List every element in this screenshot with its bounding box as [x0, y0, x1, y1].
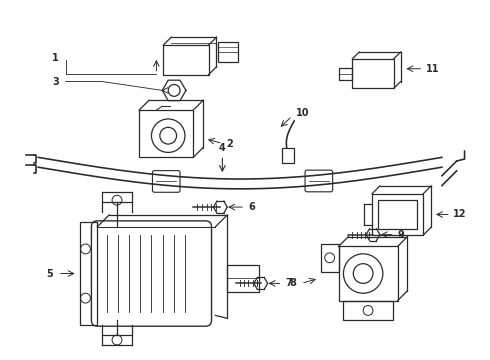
Text: 3: 3: [52, 77, 59, 86]
Text: 6: 6: [248, 202, 255, 212]
Text: 12: 12: [453, 210, 466, 220]
Text: 5: 5: [46, 269, 53, 279]
Text: 11: 11: [426, 64, 440, 74]
Text: 1: 1: [52, 53, 59, 63]
Text: 4: 4: [219, 144, 225, 153]
Text: 8: 8: [289, 278, 296, 288]
Text: 7: 7: [285, 278, 292, 288]
Text: 9: 9: [397, 230, 404, 240]
Text: 10: 10: [296, 108, 310, 118]
Text: 2: 2: [226, 139, 233, 149]
